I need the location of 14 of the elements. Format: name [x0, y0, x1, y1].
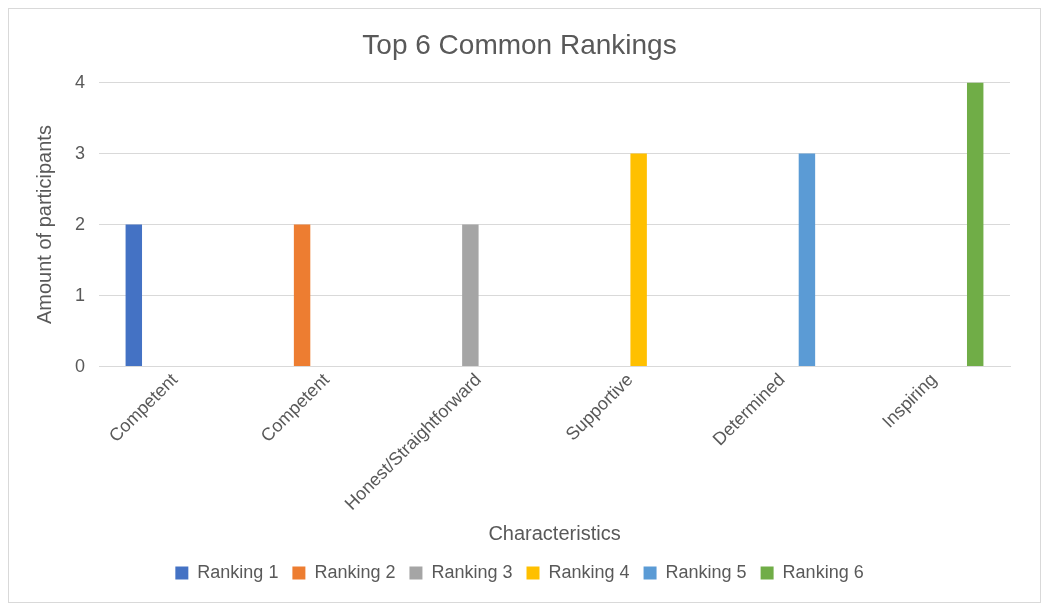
legend-label: Ranking 6: [782, 561, 864, 582]
y-tick-label: 2: [75, 213, 86, 234]
y-tick-label: 3: [75, 142, 86, 163]
chart-title: Top 6 Common Rankings: [362, 28, 677, 60]
legend-label: Ranking 1: [197, 561, 279, 582]
y-tick-label: 4: [75, 71, 86, 92]
y-tick-label: 0: [75, 355, 86, 376]
x-axis-title: Characteristics: [488, 521, 621, 544]
legend-label: Ranking 2: [314, 561, 396, 582]
y-axis-title: Amount of participants: [32, 125, 55, 325]
y-tick-label: 1: [75, 284, 86, 305]
legend-label: Ranking 3: [431, 561, 513, 582]
legend-label: Ranking 4: [548, 561, 630, 582]
legend-label: Ranking 5: [665, 561, 747, 582]
